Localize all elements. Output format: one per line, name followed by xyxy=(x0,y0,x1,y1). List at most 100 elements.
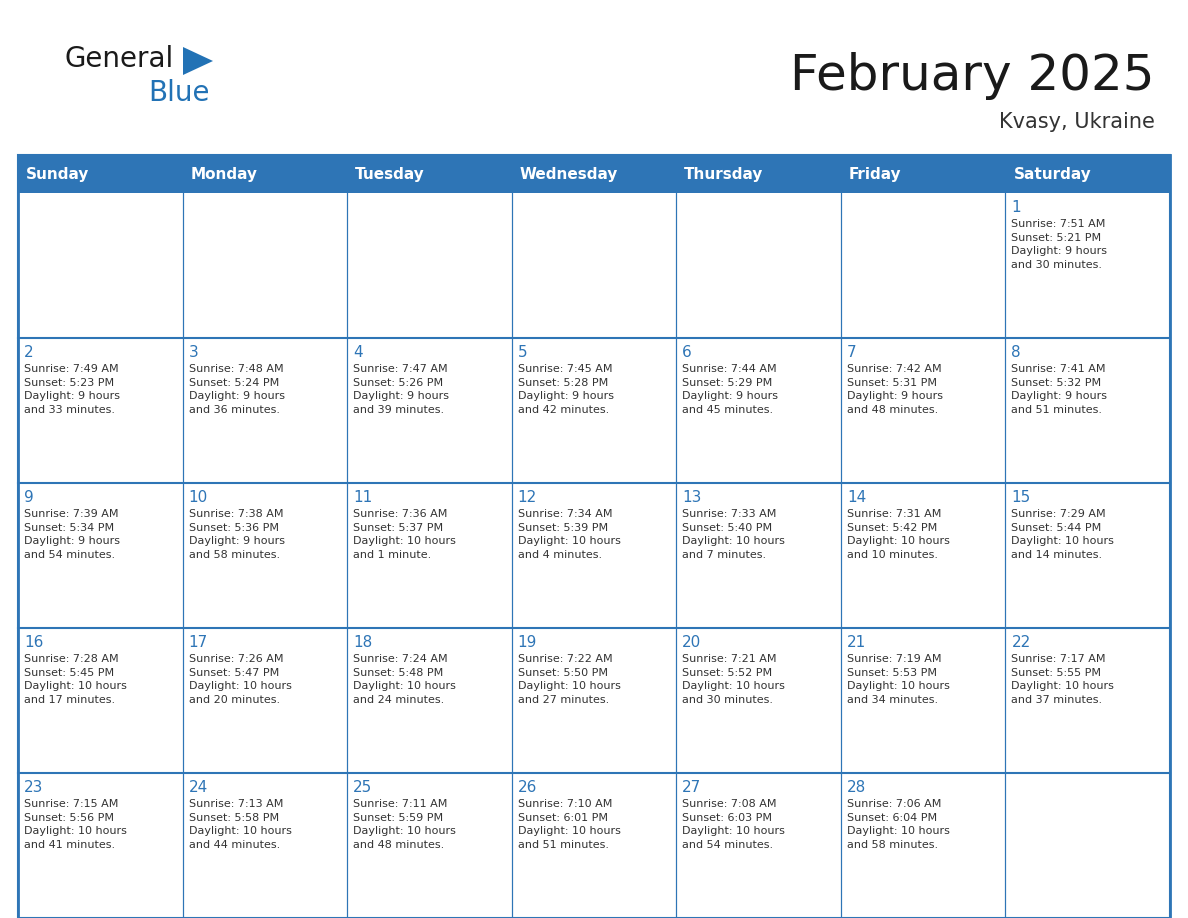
Text: 24: 24 xyxy=(189,780,208,795)
Text: Sunrise: 7:13 AM
Sunset: 5:58 PM
Daylight: 10 hours
and 44 minutes.: Sunrise: 7:13 AM Sunset: 5:58 PM Dayligh… xyxy=(189,799,291,850)
Text: 4: 4 xyxy=(353,345,362,360)
Text: Sunrise: 7:42 AM
Sunset: 5:31 PM
Daylight: 9 hours
and 48 minutes.: Sunrise: 7:42 AM Sunset: 5:31 PM Dayligh… xyxy=(847,364,943,415)
Bar xyxy=(512,338,676,483)
Bar xyxy=(676,338,841,483)
Bar xyxy=(183,628,347,773)
Text: Monday: Monday xyxy=(190,166,258,182)
Text: 16: 16 xyxy=(24,635,44,650)
Bar xyxy=(347,483,512,628)
Text: Sunrise: 7:31 AM
Sunset: 5:42 PM
Daylight: 10 hours
and 10 minutes.: Sunrise: 7:31 AM Sunset: 5:42 PM Dayligh… xyxy=(847,509,949,560)
Text: Friday: Friday xyxy=(849,166,902,182)
Text: 26: 26 xyxy=(518,780,537,795)
Text: February 2025: February 2025 xyxy=(790,52,1155,100)
Text: Sunrise: 7:33 AM
Sunset: 5:40 PM
Daylight: 10 hours
and 7 minutes.: Sunrise: 7:33 AM Sunset: 5:40 PM Dayligh… xyxy=(682,509,785,560)
Text: Blue: Blue xyxy=(148,79,209,107)
Bar xyxy=(18,483,183,628)
Bar xyxy=(347,338,512,483)
Text: Sunrise: 7:48 AM
Sunset: 5:24 PM
Daylight: 9 hours
and 36 minutes.: Sunrise: 7:48 AM Sunset: 5:24 PM Dayligh… xyxy=(189,364,285,415)
Text: Sunrise: 7:51 AM
Sunset: 5:21 PM
Daylight: 9 hours
and 30 minutes.: Sunrise: 7:51 AM Sunset: 5:21 PM Dayligh… xyxy=(1011,219,1107,270)
Text: 14: 14 xyxy=(847,490,866,505)
Text: 28: 28 xyxy=(847,780,866,795)
Text: 7: 7 xyxy=(847,345,857,360)
Bar xyxy=(183,483,347,628)
Text: Sunrise: 7:38 AM
Sunset: 5:36 PM
Daylight: 9 hours
and 58 minutes.: Sunrise: 7:38 AM Sunset: 5:36 PM Dayligh… xyxy=(189,509,285,560)
Text: Sunrise: 7:45 AM
Sunset: 5:28 PM
Daylight: 9 hours
and 42 minutes.: Sunrise: 7:45 AM Sunset: 5:28 PM Dayligh… xyxy=(518,364,614,415)
Text: 17: 17 xyxy=(189,635,208,650)
Text: Sunrise: 7:17 AM
Sunset: 5:55 PM
Daylight: 10 hours
and 37 minutes.: Sunrise: 7:17 AM Sunset: 5:55 PM Dayligh… xyxy=(1011,654,1114,705)
Bar xyxy=(1005,483,1170,628)
Bar xyxy=(841,773,1005,918)
Bar xyxy=(1005,193,1170,338)
Bar xyxy=(1005,773,1170,918)
Text: Saturday: Saturday xyxy=(1013,166,1092,182)
Text: Sunrise: 7:10 AM
Sunset: 6:01 PM
Daylight: 10 hours
and 51 minutes.: Sunrise: 7:10 AM Sunset: 6:01 PM Dayligh… xyxy=(518,799,620,850)
Bar xyxy=(183,155,347,193)
Text: Sunrise: 7:19 AM
Sunset: 5:53 PM
Daylight: 10 hours
and 34 minutes.: Sunrise: 7:19 AM Sunset: 5:53 PM Dayligh… xyxy=(847,654,949,705)
Bar xyxy=(676,483,841,628)
Text: Sunrise: 7:11 AM
Sunset: 5:59 PM
Daylight: 10 hours
and 48 minutes.: Sunrise: 7:11 AM Sunset: 5:59 PM Dayligh… xyxy=(353,799,456,850)
Text: Sunrise: 7:36 AM
Sunset: 5:37 PM
Daylight: 10 hours
and 1 minute.: Sunrise: 7:36 AM Sunset: 5:37 PM Dayligh… xyxy=(353,509,456,560)
Text: Sunday: Sunday xyxy=(26,166,89,182)
Bar xyxy=(18,193,183,338)
Text: 1: 1 xyxy=(1011,200,1020,215)
Text: 15: 15 xyxy=(1011,490,1031,505)
Bar xyxy=(1005,628,1170,773)
Text: 21: 21 xyxy=(847,635,866,650)
Text: 22: 22 xyxy=(1011,635,1031,650)
Text: 6: 6 xyxy=(682,345,693,360)
Bar xyxy=(18,155,183,193)
Text: 11: 11 xyxy=(353,490,372,505)
Text: Sunrise: 7:34 AM
Sunset: 5:39 PM
Daylight: 10 hours
and 4 minutes.: Sunrise: 7:34 AM Sunset: 5:39 PM Dayligh… xyxy=(518,509,620,560)
Polygon shape xyxy=(183,47,213,75)
Text: 20: 20 xyxy=(682,635,702,650)
Text: 12: 12 xyxy=(518,490,537,505)
Bar xyxy=(676,773,841,918)
Bar xyxy=(183,773,347,918)
Bar xyxy=(347,155,512,193)
Text: Kvasy, Ukraine: Kvasy, Ukraine xyxy=(999,112,1155,132)
Text: 23: 23 xyxy=(24,780,44,795)
Bar xyxy=(841,628,1005,773)
Bar xyxy=(841,155,1005,193)
Text: Thursday: Thursday xyxy=(684,166,764,182)
Text: 3: 3 xyxy=(189,345,198,360)
Bar xyxy=(347,773,512,918)
Bar xyxy=(18,155,1170,918)
Text: 5: 5 xyxy=(518,345,527,360)
Text: Wednesday: Wednesday xyxy=(519,166,618,182)
Text: 27: 27 xyxy=(682,780,702,795)
Bar xyxy=(512,155,676,193)
Bar xyxy=(18,338,183,483)
Bar xyxy=(512,483,676,628)
Text: Sunrise: 7:22 AM
Sunset: 5:50 PM
Daylight: 10 hours
and 27 minutes.: Sunrise: 7:22 AM Sunset: 5:50 PM Dayligh… xyxy=(518,654,620,705)
Text: Sunrise: 7:49 AM
Sunset: 5:23 PM
Daylight: 9 hours
and 33 minutes.: Sunrise: 7:49 AM Sunset: 5:23 PM Dayligh… xyxy=(24,364,120,415)
Text: 10: 10 xyxy=(189,490,208,505)
Text: Sunrise: 7:29 AM
Sunset: 5:44 PM
Daylight: 10 hours
and 14 minutes.: Sunrise: 7:29 AM Sunset: 5:44 PM Dayligh… xyxy=(1011,509,1114,560)
Text: Tuesday: Tuesday xyxy=(355,166,425,182)
Bar xyxy=(512,628,676,773)
Bar xyxy=(183,338,347,483)
Bar xyxy=(676,193,841,338)
Text: Sunrise: 7:44 AM
Sunset: 5:29 PM
Daylight: 9 hours
and 45 minutes.: Sunrise: 7:44 AM Sunset: 5:29 PM Dayligh… xyxy=(682,364,778,415)
Text: 2: 2 xyxy=(24,345,33,360)
Bar xyxy=(183,193,347,338)
Bar xyxy=(676,155,841,193)
Text: General: General xyxy=(65,45,175,73)
Bar xyxy=(512,193,676,338)
Bar xyxy=(347,193,512,338)
Text: 13: 13 xyxy=(682,490,702,505)
Bar xyxy=(18,155,1170,918)
Bar xyxy=(1005,155,1170,193)
Bar xyxy=(676,628,841,773)
Text: Sunrise: 7:15 AM
Sunset: 5:56 PM
Daylight: 10 hours
and 41 minutes.: Sunrise: 7:15 AM Sunset: 5:56 PM Dayligh… xyxy=(24,799,127,850)
Text: Sunrise: 7:39 AM
Sunset: 5:34 PM
Daylight: 9 hours
and 54 minutes.: Sunrise: 7:39 AM Sunset: 5:34 PM Dayligh… xyxy=(24,509,120,560)
Text: 19: 19 xyxy=(518,635,537,650)
Text: Sunrise: 7:08 AM
Sunset: 6:03 PM
Daylight: 10 hours
and 54 minutes.: Sunrise: 7:08 AM Sunset: 6:03 PM Dayligh… xyxy=(682,799,785,850)
Text: Sunrise: 7:06 AM
Sunset: 6:04 PM
Daylight: 10 hours
and 58 minutes.: Sunrise: 7:06 AM Sunset: 6:04 PM Dayligh… xyxy=(847,799,949,850)
Bar xyxy=(841,193,1005,338)
Text: 8: 8 xyxy=(1011,345,1020,360)
Bar xyxy=(18,628,183,773)
Bar xyxy=(841,483,1005,628)
Text: Sunrise: 7:21 AM
Sunset: 5:52 PM
Daylight: 10 hours
and 30 minutes.: Sunrise: 7:21 AM Sunset: 5:52 PM Dayligh… xyxy=(682,654,785,705)
Text: 25: 25 xyxy=(353,780,372,795)
